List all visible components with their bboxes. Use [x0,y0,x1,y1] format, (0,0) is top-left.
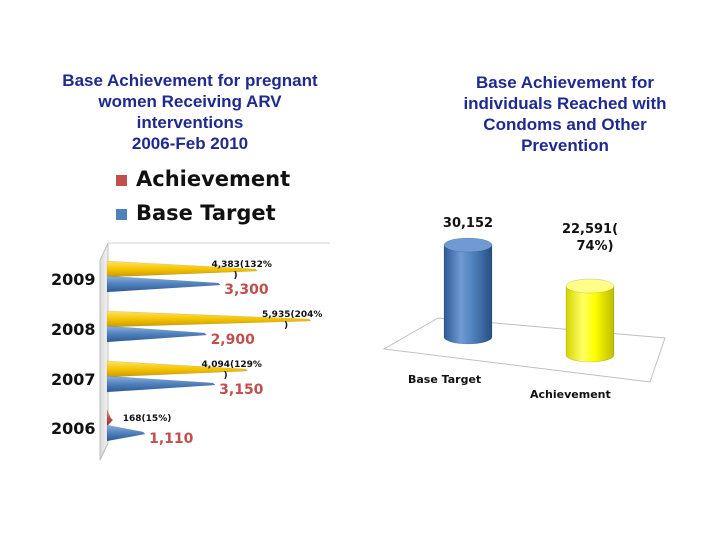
achievement-value-label: 5,935(204% [262,310,322,320]
year-tick-label: 2009 [51,270,96,289]
base-target-value-label: 1,110 [149,431,194,447]
achievement-value-label: 168(15%) [123,414,172,424]
legend-entry-achievement: Achievement [116,167,290,191]
category-tick-label: Base Target [408,373,481,386]
right-chart-title: Base Achievement for individuals Reached… [440,72,690,156]
achievement-value-label-cont: ) [224,371,228,381]
cylinder-top [443,237,493,253]
base-target-bar-2007 [106,375,216,393]
left-title-line: women Receiving ARV [98,92,282,111]
category-tick-label: Achievement [530,388,611,401]
left-chart-title: Base Achievement for pregnant women Rece… [40,70,340,154]
base-target-bar-2006 [106,424,146,442]
left-title-line: 2006-Feb 2010 [131,134,249,153]
achievement-bar-2007 [106,360,249,378]
left-bars-group [106,260,312,442]
right-title-line: Condoms and Other [483,115,647,134]
left-title-line: interventions [136,113,244,132]
left-title-line: Base Achievement for pregnant [62,71,318,90]
left-plot-floor-edge [99,442,109,461]
legend-entry-base-target: Base Target [116,201,276,225]
cylinder-bar-achievement [565,285,615,363]
cylinder-top [565,278,615,294]
legend-label: Achievement [136,167,291,191]
year-tick-label: 2008 [51,320,96,339]
cylinder-value-label-cont: 74%) [576,239,613,254]
achievement-value-label: 4,383(132% [211,260,271,270]
year-tick-label: 2007 [51,370,96,389]
right-bars-group [443,237,615,363]
legend-swatch-base-target [116,208,127,220]
achievement-bar-2008 [106,310,312,328]
achievement-bar-2009 [106,260,259,278]
cylinder-value-label: 22,591( [562,222,618,237]
left-plot-frame [99,242,330,461]
achievement-value-label-cont: ) [284,321,288,331]
achievement-value-label-cont: ) [233,271,237,281]
right-title-line: Prevention [521,136,609,155]
base-target-value-label: 2,900 [211,332,256,348]
right-title-line: individuals Reached with [463,94,667,113]
legend-swatch-achievement [116,174,127,186]
legend-label: Base Target [136,201,276,225]
achievement-value-label: 4,094(129% [202,360,262,370]
right-labels-group: 30,152 Base Target 22,591( 74%) Achievement [408,216,618,401]
cylinder-bar-base-target [443,244,493,345]
right-title-line: Base Achievement for [476,73,654,92]
base-target-bar-2008 [106,325,208,343]
cylinder-value-label: 30,152 [443,216,493,231]
base-target-value-label: 3,300 [224,282,269,298]
left-labels-group: 20094,383(132%)3,30020085,935(204%)2,900… [51,260,322,447]
year-tick-label: 2006 [51,419,96,438]
achievement-bar-2006 [106,409,114,427]
base-target-bar-2009 [106,275,221,293]
base-target-value-label: 3,150 [219,382,264,398]
